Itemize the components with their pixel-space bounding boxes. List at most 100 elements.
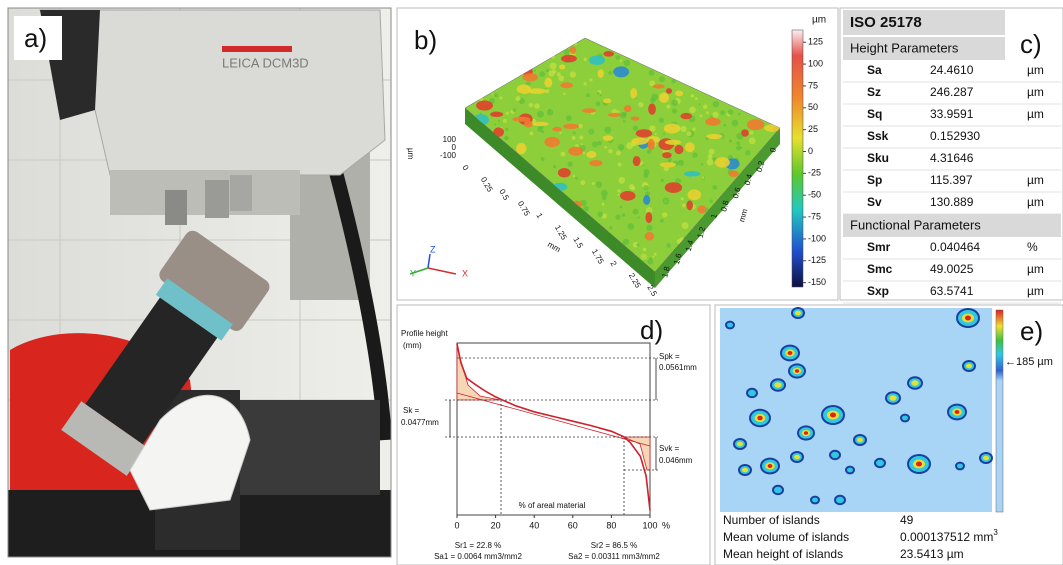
texture xyxy=(556,72,561,77)
texture xyxy=(619,112,627,119)
abbott-chart: 0 20 40 60 80 100% % of areal material Profile … xyxy=(401,315,697,561)
texture xyxy=(709,199,714,203)
texture xyxy=(729,139,733,143)
texture xyxy=(589,78,593,82)
texture xyxy=(558,75,564,82)
island-top xyxy=(803,431,809,435)
texture xyxy=(671,79,676,84)
texture xyxy=(720,110,725,116)
texture xyxy=(659,162,677,168)
parameter-name: Sv xyxy=(867,195,882,209)
island-core xyxy=(748,389,756,397)
parameter-value: 115.397 xyxy=(930,173,973,187)
texture xyxy=(663,123,681,134)
texture xyxy=(545,68,549,73)
texture xyxy=(599,93,602,97)
texture xyxy=(642,247,647,252)
island-peak xyxy=(857,437,863,443)
colorbar-tick-label: 75 xyxy=(808,80,818,90)
parameter-value: 24.4610 xyxy=(930,63,974,77)
x-tick-label: 20 xyxy=(491,520,501,530)
texture xyxy=(671,108,678,114)
texture xyxy=(684,171,701,177)
texture xyxy=(707,154,713,159)
texture xyxy=(694,97,698,101)
parameter-value: 49.0025 xyxy=(930,262,974,276)
island-peak xyxy=(794,454,800,460)
texture xyxy=(552,126,562,132)
parameter-unit: µm xyxy=(1027,262,1044,276)
section-title: Functional Parameters xyxy=(850,217,981,232)
texture xyxy=(745,150,751,156)
y-tick-label: 1 xyxy=(709,212,719,219)
texture xyxy=(586,150,597,159)
texture xyxy=(636,243,640,247)
texture xyxy=(596,91,600,95)
texture xyxy=(646,149,652,154)
texture xyxy=(571,135,576,140)
colorbar-tick-label: 50 xyxy=(808,102,818,112)
parameter-value: 0.040464 xyxy=(930,240,980,254)
y-tick-label: 1.8 xyxy=(660,265,672,279)
y-tick-label: 1.6 xyxy=(672,252,684,266)
texture xyxy=(617,193,620,196)
texture xyxy=(580,180,586,185)
triad-label: Y xyxy=(410,268,416,278)
texture xyxy=(602,195,607,201)
texture xyxy=(505,136,509,140)
island-peak xyxy=(911,380,919,386)
panel-label: e) xyxy=(1020,316,1043,346)
x-tick-label: 2 xyxy=(608,260,618,269)
texture xyxy=(582,108,597,113)
parameter-name: Sz xyxy=(867,85,881,99)
photo-panel xyxy=(8,8,391,557)
parameter-name: Ssk xyxy=(867,129,889,143)
island-core xyxy=(902,415,908,421)
texture xyxy=(516,142,527,155)
texture xyxy=(524,120,533,128)
texture xyxy=(497,119,501,123)
parameter-name: Sxp xyxy=(867,284,889,298)
texture xyxy=(666,104,671,109)
parameter-value: 130.889 xyxy=(930,195,974,209)
texture xyxy=(640,253,647,261)
x-tick-label: 60 xyxy=(568,520,578,530)
texture xyxy=(615,214,621,220)
colorbar-tick-label: 0 xyxy=(808,146,813,156)
texture xyxy=(736,145,742,151)
annotation: Sa1 = 0.0064 mm3/mm2 xyxy=(434,552,522,561)
texture xyxy=(515,96,521,102)
texture xyxy=(712,111,719,118)
island-core xyxy=(847,467,853,473)
texture xyxy=(617,110,620,113)
island-top xyxy=(954,410,960,414)
texture xyxy=(728,170,739,177)
texture xyxy=(604,145,607,149)
texture xyxy=(609,226,613,230)
texture xyxy=(680,112,693,120)
y-tick-label: 0.2 xyxy=(755,159,767,173)
texture xyxy=(532,121,549,127)
texture xyxy=(658,117,665,123)
texture xyxy=(619,59,623,62)
texture xyxy=(660,178,664,182)
texture xyxy=(615,55,621,60)
texture xyxy=(579,135,584,140)
texture xyxy=(583,82,587,86)
y-axis-label: Profile height xyxy=(401,329,448,338)
surface-plot: µm1251007550250-25-50-75-100-125-15000.2… xyxy=(406,15,826,299)
texture xyxy=(591,141,598,148)
colorbar-tick-label: -100 xyxy=(808,233,826,243)
texture xyxy=(563,48,571,55)
texture xyxy=(649,80,656,87)
texture xyxy=(575,176,579,180)
stat-value: 49 xyxy=(900,513,914,527)
z-tick-label: 0 xyxy=(452,143,457,152)
texture xyxy=(602,135,614,141)
texture xyxy=(630,87,638,99)
parameter-unit: µm xyxy=(1027,107,1044,121)
z-axis-label: µm xyxy=(406,148,415,160)
texture xyxy=(680,125,687,133)
texture xyxy=(632,125,639,131)
texture xyxy=(544,77,553,88)
